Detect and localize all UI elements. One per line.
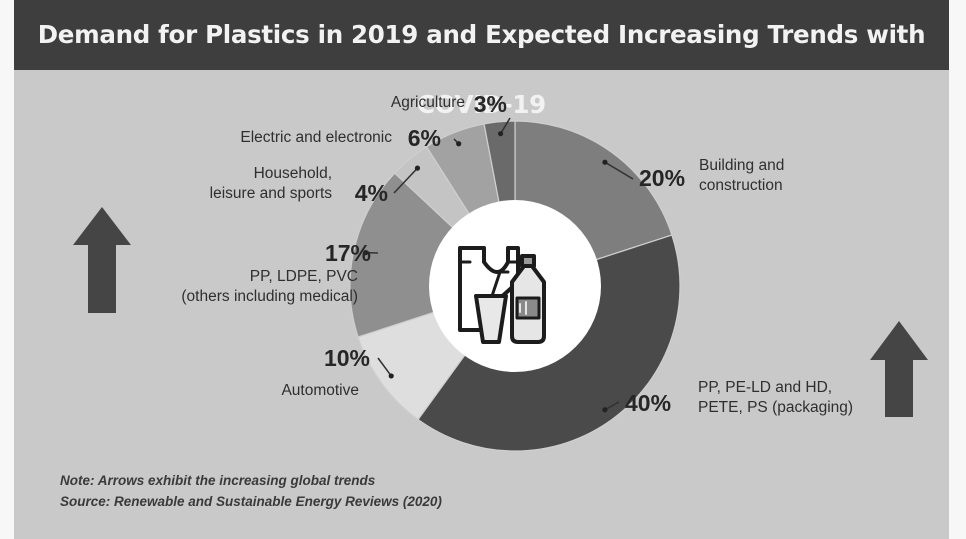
leader-line — [377, 357, 392, 377]
slice-percent-label: 40% — [625, 390, 671, 416]
leader-dot — [602, 159, 608, 165]
slice-category-label: Electric and electronic — [240, 129, 392, 146]
title-bar: Demand for Plastics in 2019 and Expected… — [14, 0, 949, 119]
donut-chart: 20% Building and construction 40% PP, PE-LD … — [73, 91, 928, 452]
leader-dot — [363, 250, 369, 256]
slice-percent-label: 17% — [325, 240, 371, 266]
plastic-bag-bottle-cup-icon — [458, 246, 546, 344]
up-arrow-icon — [73, 207, 131, 313]
leader-line — [499, 117, 511, 135]
slice-category-label: PP, PE-LD and HD, PETE, PS (packaging) — [698, 379, 853, 416]
slice-percent-label: 4% — [355, 180, 388, 206]
slice-percent-label: 20% — [639, 165, 685, 191]
leader-dot — [414, 165, 421, 171]
leader-line — [604, 161, 634, 180]
leader-dot — [456, 141, 462, 147]
source-text: Source: Renewable and Sustainable Energy… — [60, 494, 442, 509]
leader-dot — [602, 407, 608, 413]
slice-category-label: Automotive — [281, 382, 359, 399]
leader-dot — [498, 131, 504, 137]
slice-percent-label: 3% — [474, 91, 507, 117]
slice-category-label: PP, LDPE, PVC (others including medical) — [181, 268, 358, 305]
slice-labels: 20% Building and construction 40% PP, PE-LD … — [181, 91, 853, 416]
slice-category-label: Household, leisure and sports — [210, 165, 333, 202]
note-text: Note: Arrows exhibit the increasing glob… — [60, 473, 376, 488]
leader-lines — [363, 117, 634, 413]
slice-category-label: Agriculture — [391, 94, 465, 111]
leader-line — [393, 167, 419, 194]
slice-percent-label: 6% — [408, 125, 441, 151]
up-arrow-icon — [870, 321, 928, 417]
leader-line — [604, 401, 620, 411]
leader-dot — [388, 373, 394, 379]
slice-percent-label: 10% — [324, 345, 370, 371]
chart-title: Demand for Plastics in 2019 and Expected… — [37, 20, 926, 119]
slice-category-label: Building and construction — [699, 157, 784, 194]
infographic-frame: Demand for Plastics in 2019 and Expected… — [14, 0, 949, 539]
